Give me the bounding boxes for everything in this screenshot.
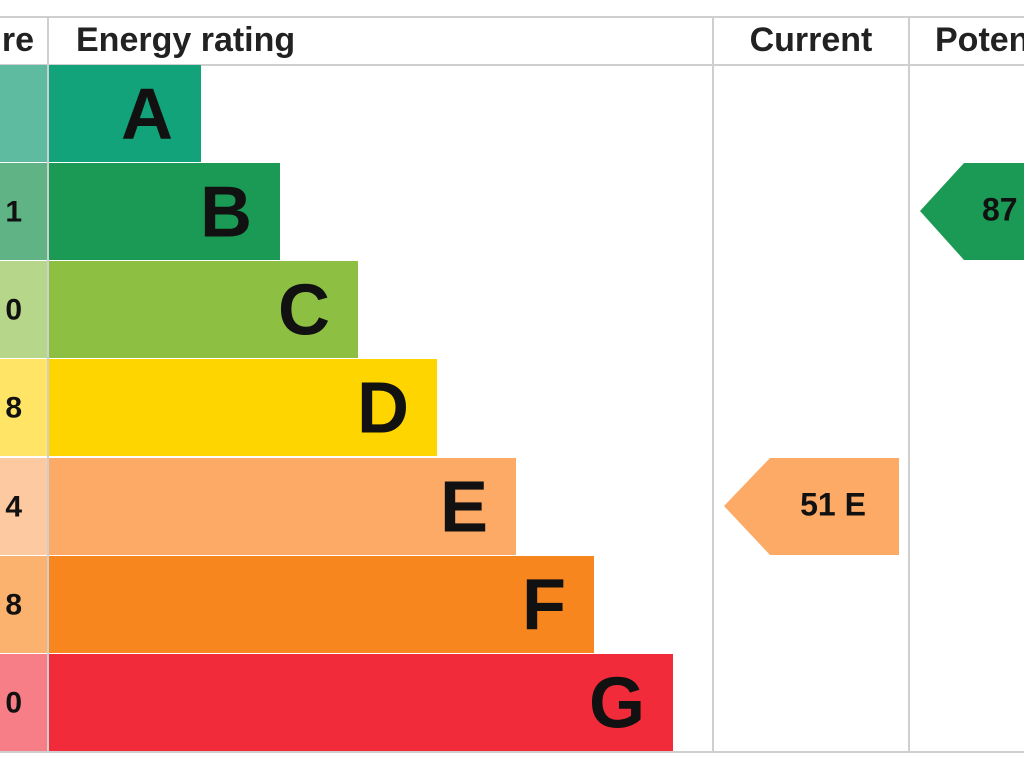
score-label: 4 xyxy=(5,490,22,523)
potential-arrow xyxy=(920,163,1024,260)
score-label: 0 xyxy=(5,686,22,719)
rating-header: Energy rating xyxy=(76,21,295,59)
current-arrow xyxy=(724,458,899,555)
score-label: 1 xyxy=(5,195,22,228)
score-cell xyxy=(0,65,47,162)
score-cell xyxy=(0,163,47,260)
score-label: 8 xyxy=(5,588,22,621)
rating-letter: G xyxy=(589,664,645,744)
potential-rating: 87 xyxy=(982,191,1018,227)
rating-bar xyxy=(49,654,673,751)
score-header: re xyxy=(2,21,34,59)
score-cell xyxy=(0,654,47,751)
rating-letter: D xyxy=(357,369,409,449)
score-label: 0 xyxy=(5,293,22,326)
rating-bar xyxy=(49,359,437,456)
rating-bar xyxy=(49,556,594,653)
rating-bar xyxy=(49,261,358,358)
rating-letter: C xyxy=(278,271,330,351)
score-cell xyxy=(0,359,47,456)
rating-bar xyxy=(49,65,201,162)
rating-letter: B xyxy=(200,173,252,253)
rating-letter: A xyxy=(121,75,173,155)
rating-letter: F xyxy=(522,566,566,646)
current-rating: 51 E xyxy=(800,486,866,522)
rating-bar xyxy=(49,458,516,555)
score-cell xyxy=(0,458,47,555)
score-label: 8 xyxy=(5,391,22,424)
score-cell xyxy=(0,556,47,653)
current-header: Current xyxy=(750,21,873,59)
score-cell xyxy=(0,261,47,358)
rating-bar xyxy=(49,163,280,260)
rating-rows: A 1 B 0 C 8 D 4 E 8 F 0 G xyxy=(0,65,673,751)
potential-header: Poten xyxy=(935,21,1024,59)
rating-letter: E xyxy=(440,468,488,548)
